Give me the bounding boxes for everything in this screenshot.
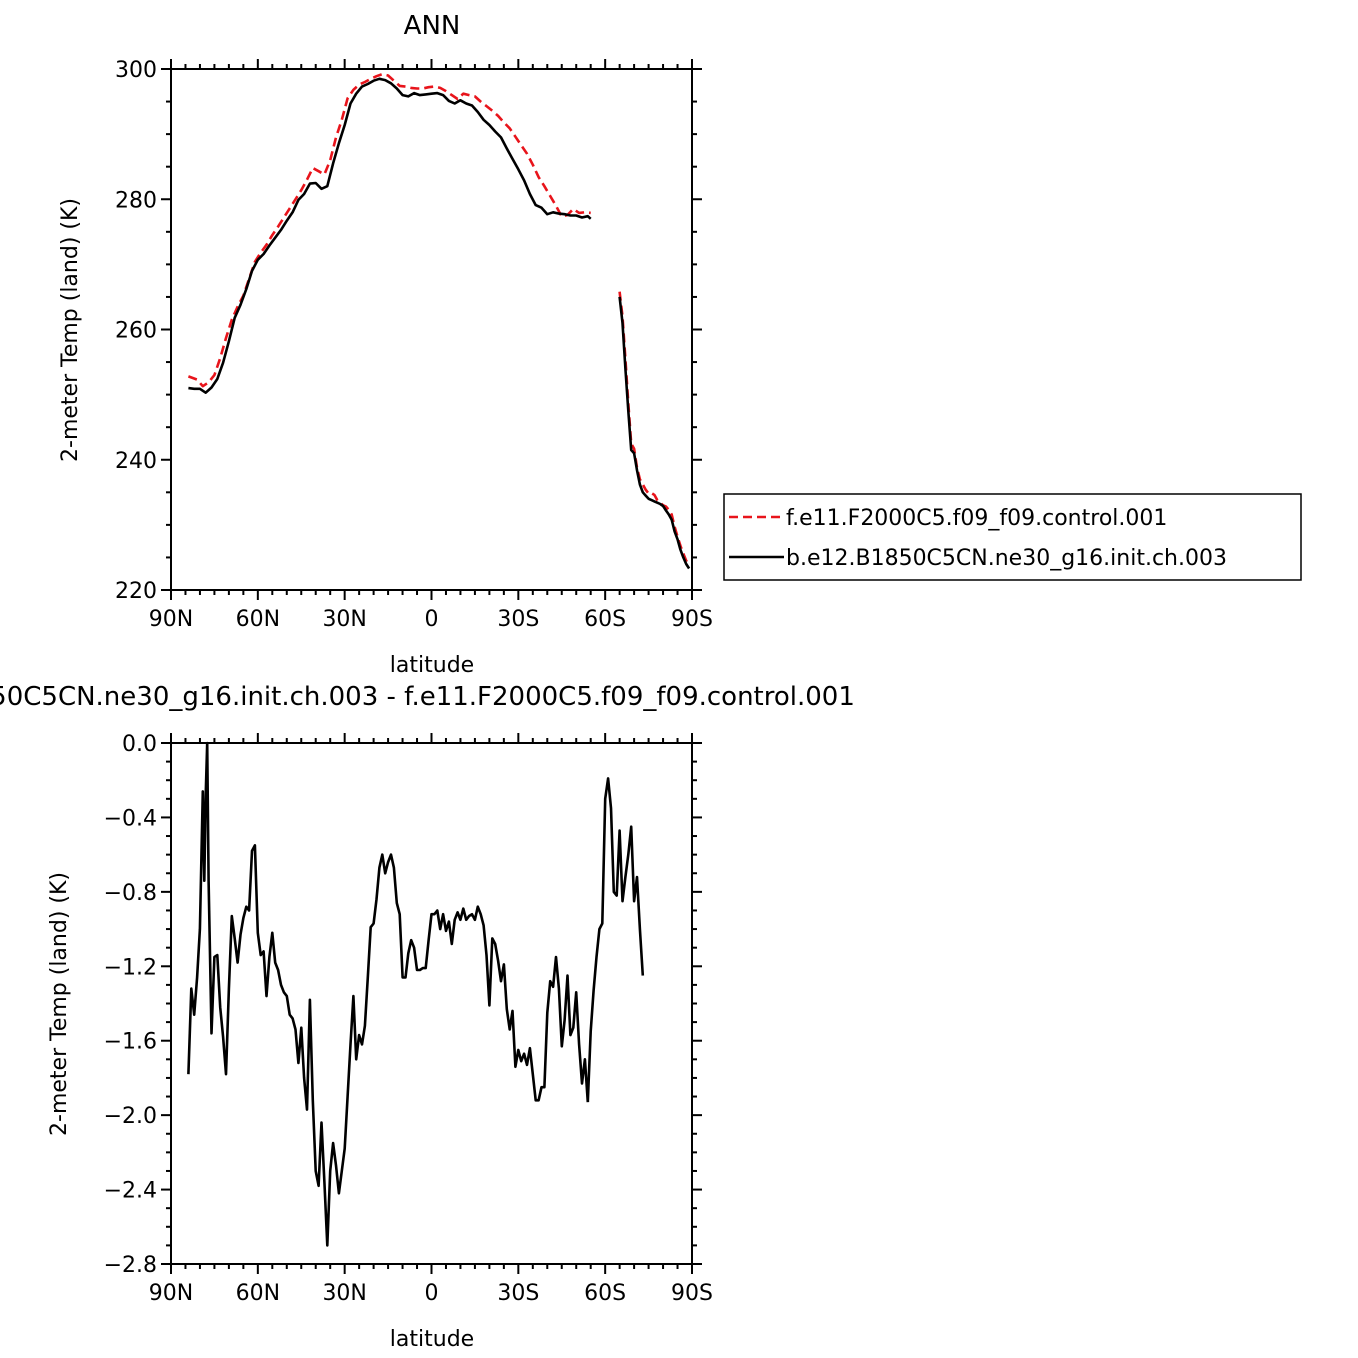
bottom-y-tick-label: −2.4 <box>104 1179 157 1204</box>
top-panel: ANN latitude 2-meter Temp (land) (K) 90N… <box>58 11 713 678</box>
bottom-y-tick-label: −2.0 <box>104 1104 157 1129</box>
bottom-y-tick-label: −2.8 <box>104 1253 157 1278</box>
bottom-y-axis-label: 2-meter Temp (land) (K) <box>47 872 72 1136</box>
top-ticks: 90N 60N 30N 0 30S 60S 90S 220 240 260 280 300 <box>115 58 713 632</box>
bottom-x-tick-label: 30S <box>497 1281 539 1306</box>
bottom-x-tick-label: 60S <box>584 1281 626 1306</box>
bottom-y-tick-label: −1.6 <box>104 1030 157 1055</box>
top-y-tick-label: 280 <box>115 188 157 213</box>
bottom-ticks: 90N 60N 30N 0 30S 60S 90S −2.8 −2.4 −2.0 −1.6 −1.2 −… <box>104 732 713 1306</box>
bottom-x-axis-label: latitude <box>390 1327 474 1352</box>
bottom-x-tick-label: 60N <box>236 1281 280 1306</box>
legend: f.e11.F2000C5.f09_f09.control.001 b.e12.… <box>723 493 1302 581</box>
top-y-tick-label: 260 <box>115 319 157 344</box>
top-x-tick-label: 30S <box>497 607 539 632</box>
legend-label-control: f.e11.F2000C5.f09_f09.control.001 <box>786 506 1167 531</box>
top-series-1-segment-1 <box>618 296 691 570</box>
bottom-chart-title: b.e12.B1850C5CN.ne30_g16.init.ch.003 - f… <box>0 682 855 712</box>
legend-box <box>723 493 1302 581</box>
bottom-series-0-segment-0 <box>187 741 590 1247</box>
bottom-series-0-segment-1 <box>586 777 645 1103</box>
bottom-x-tick-label: 90S <box>671 1281 713 1306</box>
bottom-y-tick-label: −0.8 <box>104 881 157 906</box>
bottom-y-tick-label: 0.0 <box>122 732 157 757</box>
top-series-0-segment-1 <box>618 291 691 566</box>
top-x-tick-label: 90N <box>149 607 193 632</box>
bottom-plot-area <box>187 741 645 1247</box>
top-x-tick-label: 90S <box>671 607 713 632</box>
bottom-x-tick-label: 0 <box>425 1281 439 1306</box>
top-series-0-segment-0 <box>187 72 591 388</box>
top-y-axis-label: 2-meter Temp (land) (K) <box>58 198 83 462</box>
top-chart-title: ANN <box>404 11 461 41</box>
top-x-axis-label: latitude <box>390 653 474 678</box>
bottom-panel: b.e12.B1850C5CN.ne30_g16.init.ch.003 - f… <box>0 682 855 1352</box>
top-series-1-segment-0 <box>188 77 592 395</box>
bottom-plot-frame <box>170 742 693 1265</box>
bottom-x-tick-label: 30N <box>322 1281 366 1306</box>
top-plot-frame <box>170 68 693 591</box>
top-y-tick-label: 300 <box>115 58 157 83</box>
bottom-y-tick-label: −0.4 <box>104 806 157 831</box>
bottom-x-tick-label: 90N <box>149 1281 193 1306</box>
legend-label-test: b.e12.B1850C5CN.ne30_g16.init.ch.003 <box>786 546 1227 571</box>
top-y-tick-label: 240 <box>115 449 157 474</box>
top-y-tick-label: 220 <box>115 579 157 604</box>
top-x-tick-label: 30N <box>322 607 366 632</box>
top-x-tick-label: 0 <box>425 607 439 632</box>
top-x-tick-label: 60S <box>584 607 626 632</box>
top-x-tick-label: 60N <box>236 607 280 632</box>
bottom-y-tick-label: −1.2 <box>104 955 157 980</box>
top-plot-area <box>187 72 691 570</box>
